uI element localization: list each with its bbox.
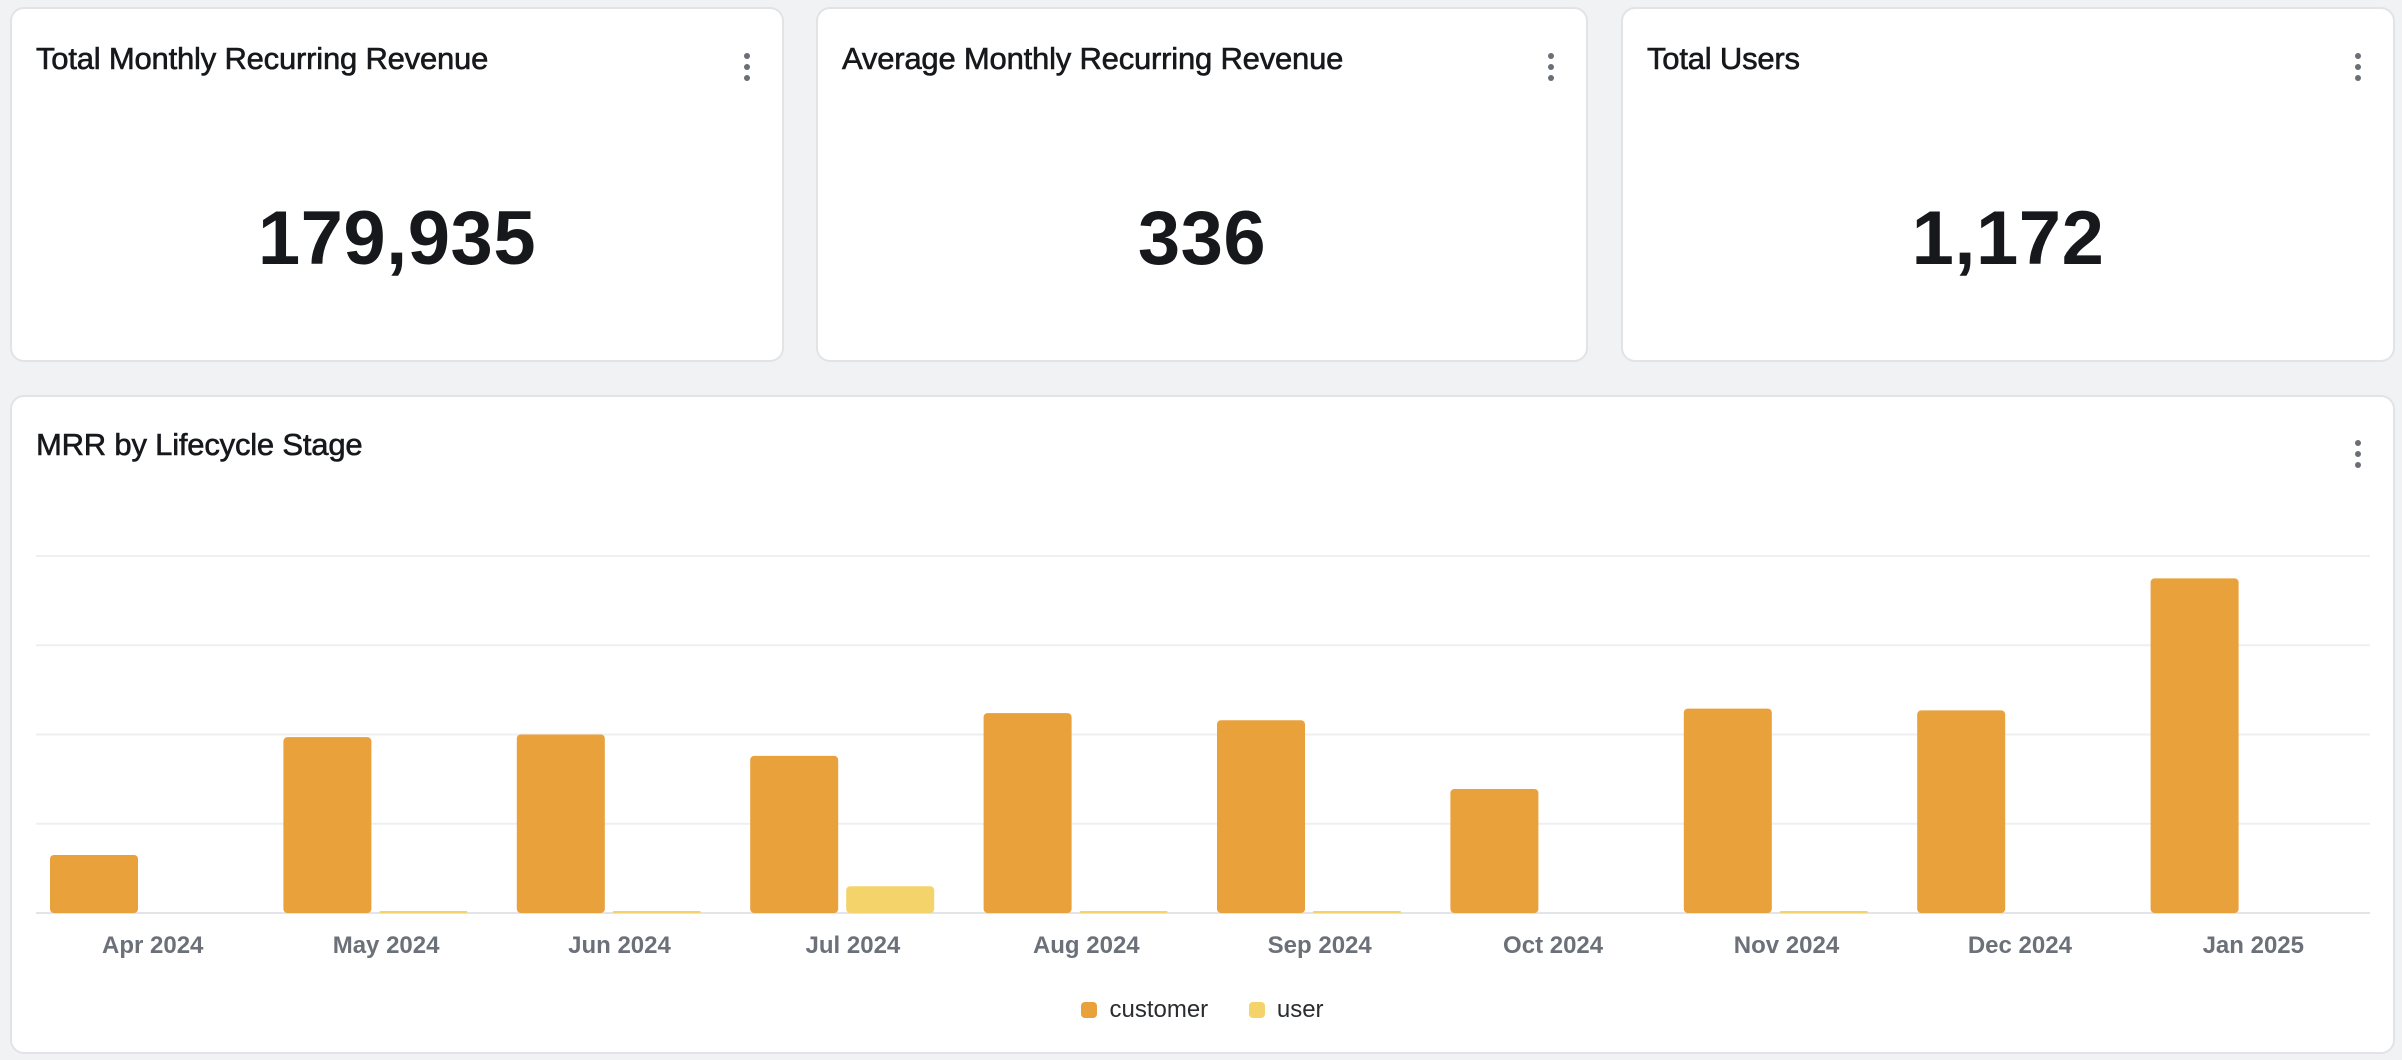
bar-customer-may-2024[interactable] [283,737,372,913]
kpi-value: 336 [1137,196,1267,281]
x-tick-label: Sep 2024 [1268,932,1373,959]
bar-customer-jul-2024[interactable] [750,755,839,913]
kpi-value: 179,935 [257,196,537,281]
bar-user-aug-2024[interactable] [1079,911,1168,913]
bar-customer-sep-2024[interactable] [1217,720,1305,913]
bar-user-sep-2024[interactable] [1313,911,1401,913]
bar-user-nov-2024[interactable] [1779,911,1868,913]
bar-customer-apr-2024[interactable] [50,854,138,913]
legend-swatch-customer [1081,1001,1098,1018]
legend-label: customer [1109,995,1209,1023]
mrr-bar-chart: Apr 2024 May 2024 Jun 2024 Jul 2024 Aug 2024… [36,555,2370,959]
x-tick-label: Jan 2025 [2203,932,2304,959]
kpi-card-total-mrr: Total Monthly Recurring Revenue 179,935 [10,7,784,362]
kpi-card-total-users: Total Users 1,172 [1621,7,2395,362]
x-tick-label: Aug 2024 [1033,932,1140,959]
legend-label: user [1276,995,1324,1023]
kebab-menu-icon[interactable] [742,53,752,83]
bar-customer-aug-2024[interactable] [983,713,1072,913]
x-tick-label: May 2024 [333,932,440,959]
bar-user-jul-2024[interactable] [846,886,935,913]
kpi-title: Average Monthly Recurring Revenue [842,41,1344,77]
bar-customer-oct-2024[interactable] [1450,788,1539,913]
kpi-value: 1,172 [1911,196,2105,281]
kebab-menu-icon[interactable] [2353,53,2363,83]
x-tick-label: Jun 2024 [568,932,671,959]
kpi-title: Total Users [1647,41,1801,77]
x-tick-label: Nov 2024 [1734,932,1840,959]
bar-customer-jun-2024[interactable] [516,734,605,914]
bar-customer-nov-2024[interactable] [1683,708,1772,913]
legend-item-customer[interactable]: customer [1081,996,1208,1024]
kpi-title: Total Monthly Recurring Revenue [36,41,489,77]
bar-user-may-2024[interactable] [379,911,468,913]
legend-swatch-user [1248,1001,1265,1018]
kpi-card-average-mrr: Average Monthly Recurring Revenue 336 [816,7,1588,362]
kebab-menu-icon[interactable] [2353,440,2363,470]
legend-item-user[interactable]: user [1248,995,1324,1024]
chart-title: MRR by Lifecycle Stage [36,427,363,463]
chart-card-mrr-by-lifecycle: MRR by Lifecycle Stage Apr 2024 May 2024 J… [10,395,2395,1054]
chart-legend: customer user [12,995,2393,1024]
kebab-menu-icon[interactable] [1546,53,1556,83]
bar-customer-dec-2024[interactable] [1917,710,2006,913]
bar-customer-jan-2025[interactable] [2150,578,2239,913]
x-tick-label: Oct 2024 [1503,932,1604,959]
x-tick-label: Dec 2024 [1968,932,2073,959]
x-tick-label: Jul 2024 [806,932,901,959]
x-tick-label: Apr 2024 [102,932,204,959]
bar-user-jun-2024[interactable] [612,911,701,913]
